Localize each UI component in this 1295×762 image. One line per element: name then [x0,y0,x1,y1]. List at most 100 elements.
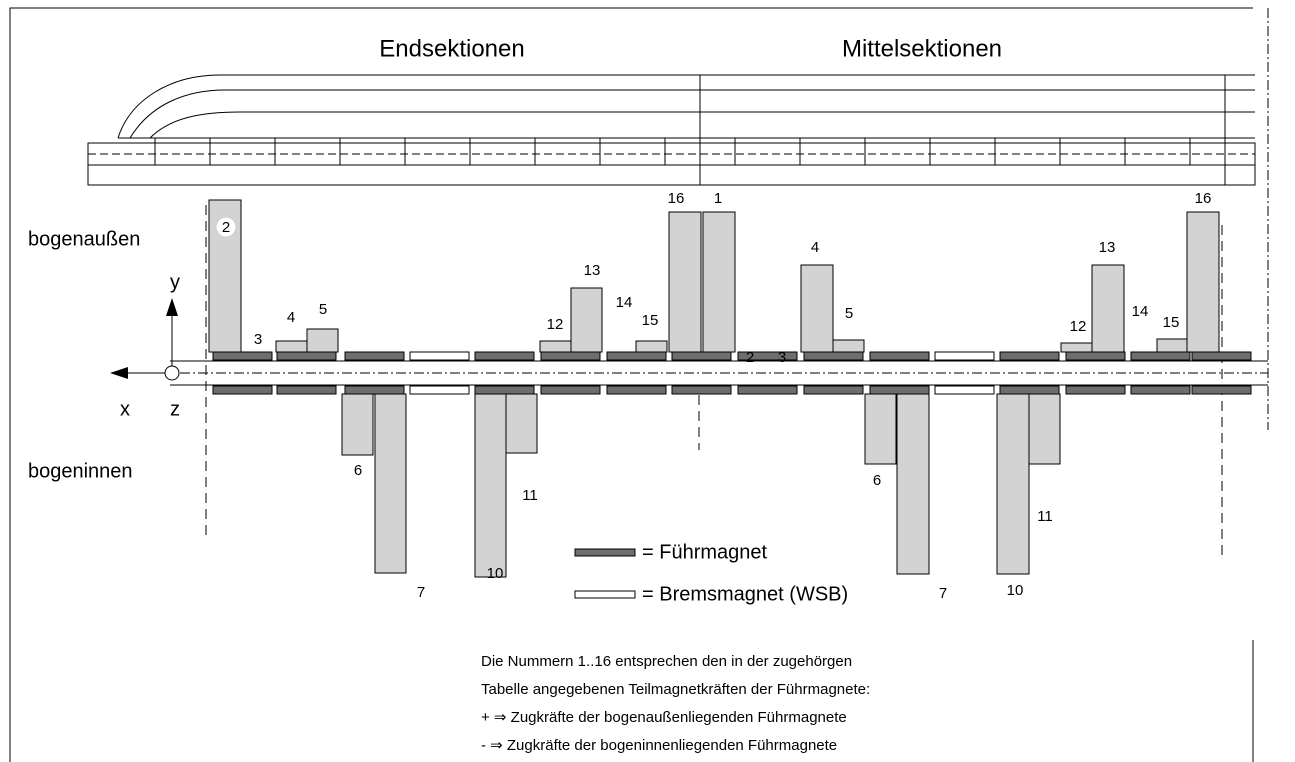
bar-label: 7 [417,584,425,601]
bar-label: 4 [811,239,819,256]
side-label: bogenaußen [28,228,140,250]
bar-label: 13 [1099,239,1116,256]
axis-label: y [170,271,180,293]
force-bar [341,393,374,456]
bar-label: 16 [1195,190,1212,207]
bar-label: 15 [642,312,659,329]
train-window [149,111,1255,139]
guide-magnet [540,385,601,395]
legend-swatch [574,548,636,557]
force-bar [1028,393,1061,465]
train-roof [129,89,1255,139]
arrowhead [110,367,128,379]
brake-magnet [934,385,995,395]
force-bar [896,393,930,575]
bar-label: 6 [873,472,881,489]
bar-label: 5 [845,305,853,322]
guide-magnet [606,351,667,361]
train-chassis [87,164,1256,186]
bar-label: 10 [1007,582,1024,599]
guide-magnet [1130,351,1191,361]
bar-label: 6 [354,462,362,479]
bar-label: 10 [487,565,504,582]
guide-magnet [671,351,732,361]
force-bar [1091,264,1125,353]
force-bar [996,393,1030,575]
guide-magnet [276,385,337,395]
guide-magnet [869,351,930,361]
legend-label: = Führmagnet [642,541,768,563]
guide-magnet [803,351,864,361]
force-bar [635,340,668,353]
guide-magnet [671,385,732,395]
force-bar [832,339,865,353]
note: Die Nummern 1..16 entsprechen den in der… [481,653,852,670]
guide-magnet [344,351,405,361]
force-bar [306,328,339,353]
side-label: bogeninnen [28,460,133,482]
coordinate-system: y x z [110,271,180,420]
guide-magnet [999,351,1060,361]
force-bar [539,340,572,353]
bar-label: 5 [319,301,327,318]
bar-label: 3 [778,349,786,366]
bar-label: 3 [254,331,262,348]
force-bar [702,211,736,353]
guide-magnet [212,351,273,361]
bar-label: 4 [287,309,295,326]
force-bar [474,393,507,578]
force-bar [570,287,603,353]
brake-magnet [409,351,470,361]
guide-magnet [212,385,273,395]
bar-label: 16 [668,190,685,207]
guide-magnet [474,351,535,361]
legend-swatch [574,590,636,599]
guide-magnet [737,351,798,361]
force-bar [1186,211,1220,353]
bar-label: 1 [714,190,722,207]
origin [164,365,180,381]
force-bar [1156,338,1189,353]
force-bar [668,211,702,353]
guide-magnet [869,385,930,395]
guide-magnet [276,351,337,361]
force-bar [505,393,538,454]
guide-magnet [1130,385,1191,395]
force-bar [275,340,308,353]
note: Tabelle angegebenen Teilmagnetkräften de… [481,681,870,698]
bar-label: 13 [584,262,601,279]
bar-label: 2 [746,349,754,366]
bar-label: 7 [939,585,947,602]
guide-magnet [606,385,667,395]
bar-label: 11 [1037,508,1053,525]
bar-label: 12 [1070,318,1087,335]
note: - ⇒ Zugkräfte der bogeninnenliegenden Fü… [481,737,837,754]
guide-magnet [1065,351,1126,361]
guide-magnet [999,385,1060,395]
frame [9,7,1253,762]
arrowhead [166,298,178,316]
guide-magnet [1065,385,1126,395]
guide-magnet [344,385,405,395]
bar-label: 14 [1132,303,1149,320]
label-circle [215,216,237,238]
section-title: Mittelsektionen [842,35,1002,62]
force-bar [800,264,834,353]
note: + ⇒ Zugkräfte der bogenaußenliegenden Fü… [481,709,847,726]
guide-magnet [737,385,798,395]
force-bar [374,393,407,574]
bar-label: 15 [1163,314,1180,331]
section-title: Endsektionen [379,35,524,62]
bar-label: 14 [616,294,633,311]
bar-label: 11 [522,487,538,504]
legend-label: = Bremsmagnet (WSB) [642,583,848,605]
axis-label: x [120,398,130,420]
brake-magnet [409,385,470,395]
guide-magnet [1191,351,1252,361]
force-bar [864,393,897,465]
force-bar [1060,342,1093,353]
guide-magnet [1191,385,1252,395]
train-roof [117,74,1255,139]
